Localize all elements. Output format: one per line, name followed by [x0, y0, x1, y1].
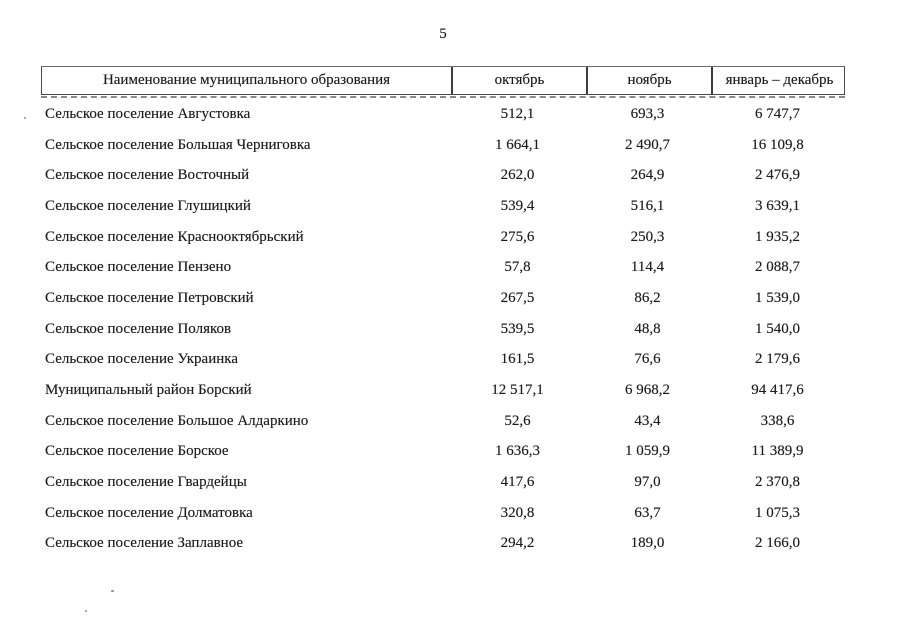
november-value-cell: 48,8 [634, 320, 661, 337]
november-value-cell: 86,2 [634, 289, 661, 306]
january-december-value-cell: 1 935,2 [755, 228, 800, 245]
november-value-cell: 97,0 [634, 474, 661, 491]
october-value-cell: 52,6 [504, 412, 531, 429]
october-value-cell: 294,2 [500, 535, 535, 552]
table-row: Сельское поселение Глушицкий 539,4 516,1… [41, 191, 845, 222]
scan-speck [24, 117, 26, 119]
municipality-name-cell: Сельское поселение Поляков [45, 320, 232, 337]
january-december-value-cell: 338,6 [760, 412, 795, 429]
november-value-cell: 516,1 [630, 197, 665, 214]
january-december-value-cell: 2 476,9 [755, 167, 800, 184]
table-row: Сельское поселение Августовка 512,1 693,… [41, 99, 845, 130]
municipality-name-cell: Сельское поселение Гвардейцы [45, 474, 247, 491]
january-december-value-cell: 6 747,7 [755, 105, 800, 122]
october-value-cell: 1 636,3 [495, 443, 540, 460]
october-value-cell: 417,6 [500, 474, 535, 491]
october-value-cell: 57,8 [504, 259, 531, 276]
table-row: Сельское поселение Заплавное 294,2 189,0… [41, 529, 845, 560]
november-value-cell: 264,9 [630, 167, 665, 184]
municipality-name-cell: Сельское поселение Августовка [45, 105, 251, 122]
table-row: Сельское поселение Борское 1 636,3 1 059… [41, 437, 845, 468]
municipality-name-cell: Сельское поселение Большое Алдаркино [45, 412, 309, 429]
october-value-cell: 12 517,1 [491, 382, 544, 399]
municipality-name-cell: Сельское поселение Краснооктябрьский [45, 228, 304, 245]
november-value-cell: 63,7 [634, 504, 661, 521]
municipality-name-cell: Сельское поселение Долматовка [45, 504, 253, 521]
municipalities-table: Наименование муниципального образования … [41, 66, 845, 559]
november-value-cell: 250,3 [630, 228, 665, 245]
header-cell-january-december: январь – декабрь [711, 67, 846, 94]
municipality-name-cell: Муниципальный район Борский [45, 382, 252, 399]
january-december-value-cell: 2 179,6 [755, 351, 800, 368]
january-december-value-cell: 1 540,0 [755, 320, 800, 337]
november-value-cell: 6 968,2 [625, 382, 670, 399]
january-december-value-cell: 11 389,9 [751, 443, 804, 460]
november-value-cell: 1 059,9 [625, 443, 670, 460]
table-row: Сельское поселение Поляков 539,5 48,8 1 … [41, 314, 845, 345]
header-rule-line [41, 96, 845, 98]
table-row: Сельское поселение Большая Черниговка 1 … [41, 130, 845, 161]
scan-speck [111, 590, 114, 592]
october-value-cell: 267,5 [500, 289, 535, 306]
january-december-value-cell: 3 639,1 [755, 197, 800, 214]
page-number: 5 [439, 26, 447, 42]
november-value-cell: 76,6 [634, 351, 661, 368]
municipality-name-cell: Сельское поселение Восточный [45, 167, 250, 184]
table-row: Сельское поселение Долматовка 320,8 63,7… [41, 498, 845, 529]
november-value-cell: 693,3 [630, 105, 665, 122]
october-value-cell: 1 664,1 [495, 136, 540, 153]
november-value-cell: 189,0 [630, 535, 665, 552]
table-row: Сельское поселение Гвардейцы 417,6 97,0 … [41, 467, 845, 498]
table-row: Сельское поселение Петровский 267,5 86,2… [41, 283, 845, 314]
table-row: Сельское поселение Большое Алдаркино 52,… [41, 406, 845, 437]
october-value-cell: 320,8 [500, 504, 535, 521]
october-value-cell: 539,5 [500, 320, 535, 337]
october-value-cell: 262,0 [500, 167, 535, 184]
january-december-value-cell: 16 109,8 [751, 136, 804, 153]
january-december-value-cell: 1 539,0 [755, 289, 800, 306]
january-december-value-cell: 2 166,0 [755, 535, 800, 552]
table-row: Сельское поселение Восточный 262,0 264,9… [41, 160, 845, 191]
october-value-cell: 539,4 [500, 197, 535, 214]
header-cell-november: ноябрь [586, 67, 711, 94]
january-december-value-cell: 2 088,7 [755, 259, 800, 276]
municipality-name-cell: Сельское поселение Заплавное [45, 535, 244, 552]
header-cell-municipality-name: Наименование муниципального образования [102, 72, 391, 88]
municipality-name-cell: Сельское поселение Борское [45, 443, 229, 460]
january-december-value-cell: 1 075,3 [755, 504, 800, 521]
november-value-cell: 114,4 [630, 259, 665, 276]
november-value-cell: 43,4 [634, 412, 661, 429]
january-december-value-cell: 94 417,6 [751, 382, 804, 399]
table-header-row: Наименование муниципального образования … [41, 66, 845, 95]
october-value-cell: 161,5 [500, 351, 535, 368]
january-december-value-cell: 2 370,8 [755, 474, 800, 491]
table-row: Сельское поселение Пензено 57,8 114,4 2 … [41, 252, 845, 283]
municipality-name-cell: Сельское поселение Большая Черниговка [45, 136, 311, 153]
municipality-name-cell: Сельское поселение Глушицкий [45, 197, 251, 214]
table-row: Сельское поселение Краснооктябрьский 275… [41, 222, 845, 253]
october-value-cell: 512,1 [500, 105, 535, 122]
municipality-name-cell: Сельское поселение Пензено [45, 259, 232, 276]
table-row: Муниципальный район Борский 12 517,1 6 9… [41, 375, 845, 406]
municipality-name-cell: Сельское поселение Украинка [45, 351, 238, 368]
october-value-cell: 275,6 [500, 228, 535, 245]
table-row: Сельское поселение Украинка 161,5 76,6 2… [41, 345, 845, 376]
november-value-cell: 2 490,7 [625, 136, 670, 153]
header-cell-october: октябрь [451, 67, 586, 94]
table-body: Сельское поселение Августовка 512,1 693,… [41, 99, 845, 559]
scan-speck [85, 610, 87, 612]
municipality-name-cell: Сельское поселение Петровский [45, 289, 254, 306]
